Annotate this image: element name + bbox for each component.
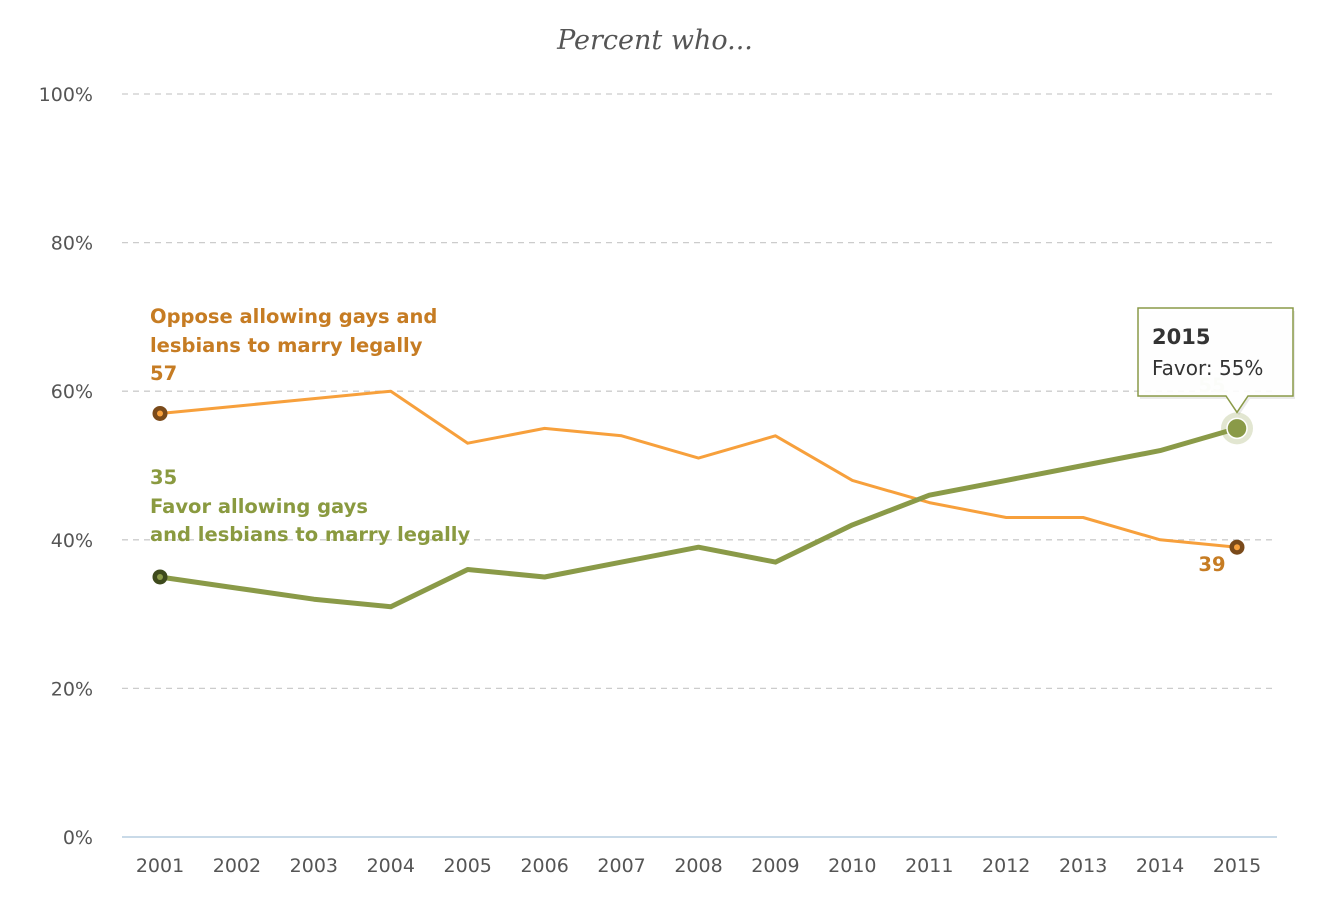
x-tick-label: 2005 [444, 855, 492, 877]
oppose-end-value: 39 [1198, 553, 1225, 576]
gridlines [122, 93, 1277, 838]
y-tick-label: 100% [39, 84, 93, 106]
x-axis-ticks: 2001 2002 2003 2004 2005 2006 2007 2008 2009 2010… [136, 855, 1261, 877]
y-axis-ticks: 0% 20% 40% 60% 80% 100% [39, 84, 93, 849]
oppose-end-marker-center [1234, 544, 1240, 551]
y-tick-label: 60% [51, 381, 93, 403]
x-tick-label: 2003 [290, 855, 338, 877]
series-labels: Oppose allowing gays and lesbians to marr… [150, 305, 1226, 576]
chart-title: Percent who... [556, 25, 753, 56]
x-tick-label: 2010 [828, 855, 876, 877]
y-tick-label: 20% [51, 678, 93, 700]
favor-end-marker[interactable] [1226, 417, 1248, 440]
oppose-series-line [158, 389, 1239, 549]
favor-start-value: 35 [150, 466, 177, 489]
tooltip-box [1137, 307, 1294, 414]
series-lines [152, 389, 1253, 610]
tooltip: 2015 Favor: 55% [1137, 307, 1295, 416]
x-tick-label: 2004 [367, 855, 415, 877]
tooltip-year: 2015 [1152, 325, 1210, 349]
x-tick-label: 2012 [982, 855, 1030, 877]
x-tick-label: 2008 [674, 855, 722, 877]
x-tick-label: 2001 [136, 855, 184, 877]
x-tick-label: 2015 [1213, 855, 1261, 877]
x-tick-label: 2006 [520, 855, 568, 877]
tooltip-value: Favor: 55% [1152, 356, 1263, 380]
x-tick-label: 2014 [1136, 855, 1184, 877]
y-tick-label: 80% [51, 233, 93, 255]
x-tick-label: 2002 [213, 855, 261, 877]
oppose-start-marker-center [157, 410, 163, 417]
y-tick-label: 40% [51, 530, 93, 552]
oppose-start-value: 57 [150, 362, 177, 385]
favor-series-label: and lesbians to marry legally [150, 523, 470, 546]
x-tick-label: 2011 [905, 855, 953, 877]
favor-start-marker-center [157, 573, 163, 580]
x-tick-label: 2007 [597, 855, 645, 877]
y-tick-label: 0% [63, 827, 93, 849]
oppose-series-label: Oppose allowing gays and [150, 305, 437, 328]
x-tick-label: 2013 [1059, 855, 1107, 877]
oppose-series-label: lesbians to marry legally [150, 334, 423, 357]
favor-series-label: Favor allowing gays [150, 495, 368, 518]
x-tick-label: 2009 [751, 855, 799, 877]
favor-series-line [157, 425, 1240, 610]
